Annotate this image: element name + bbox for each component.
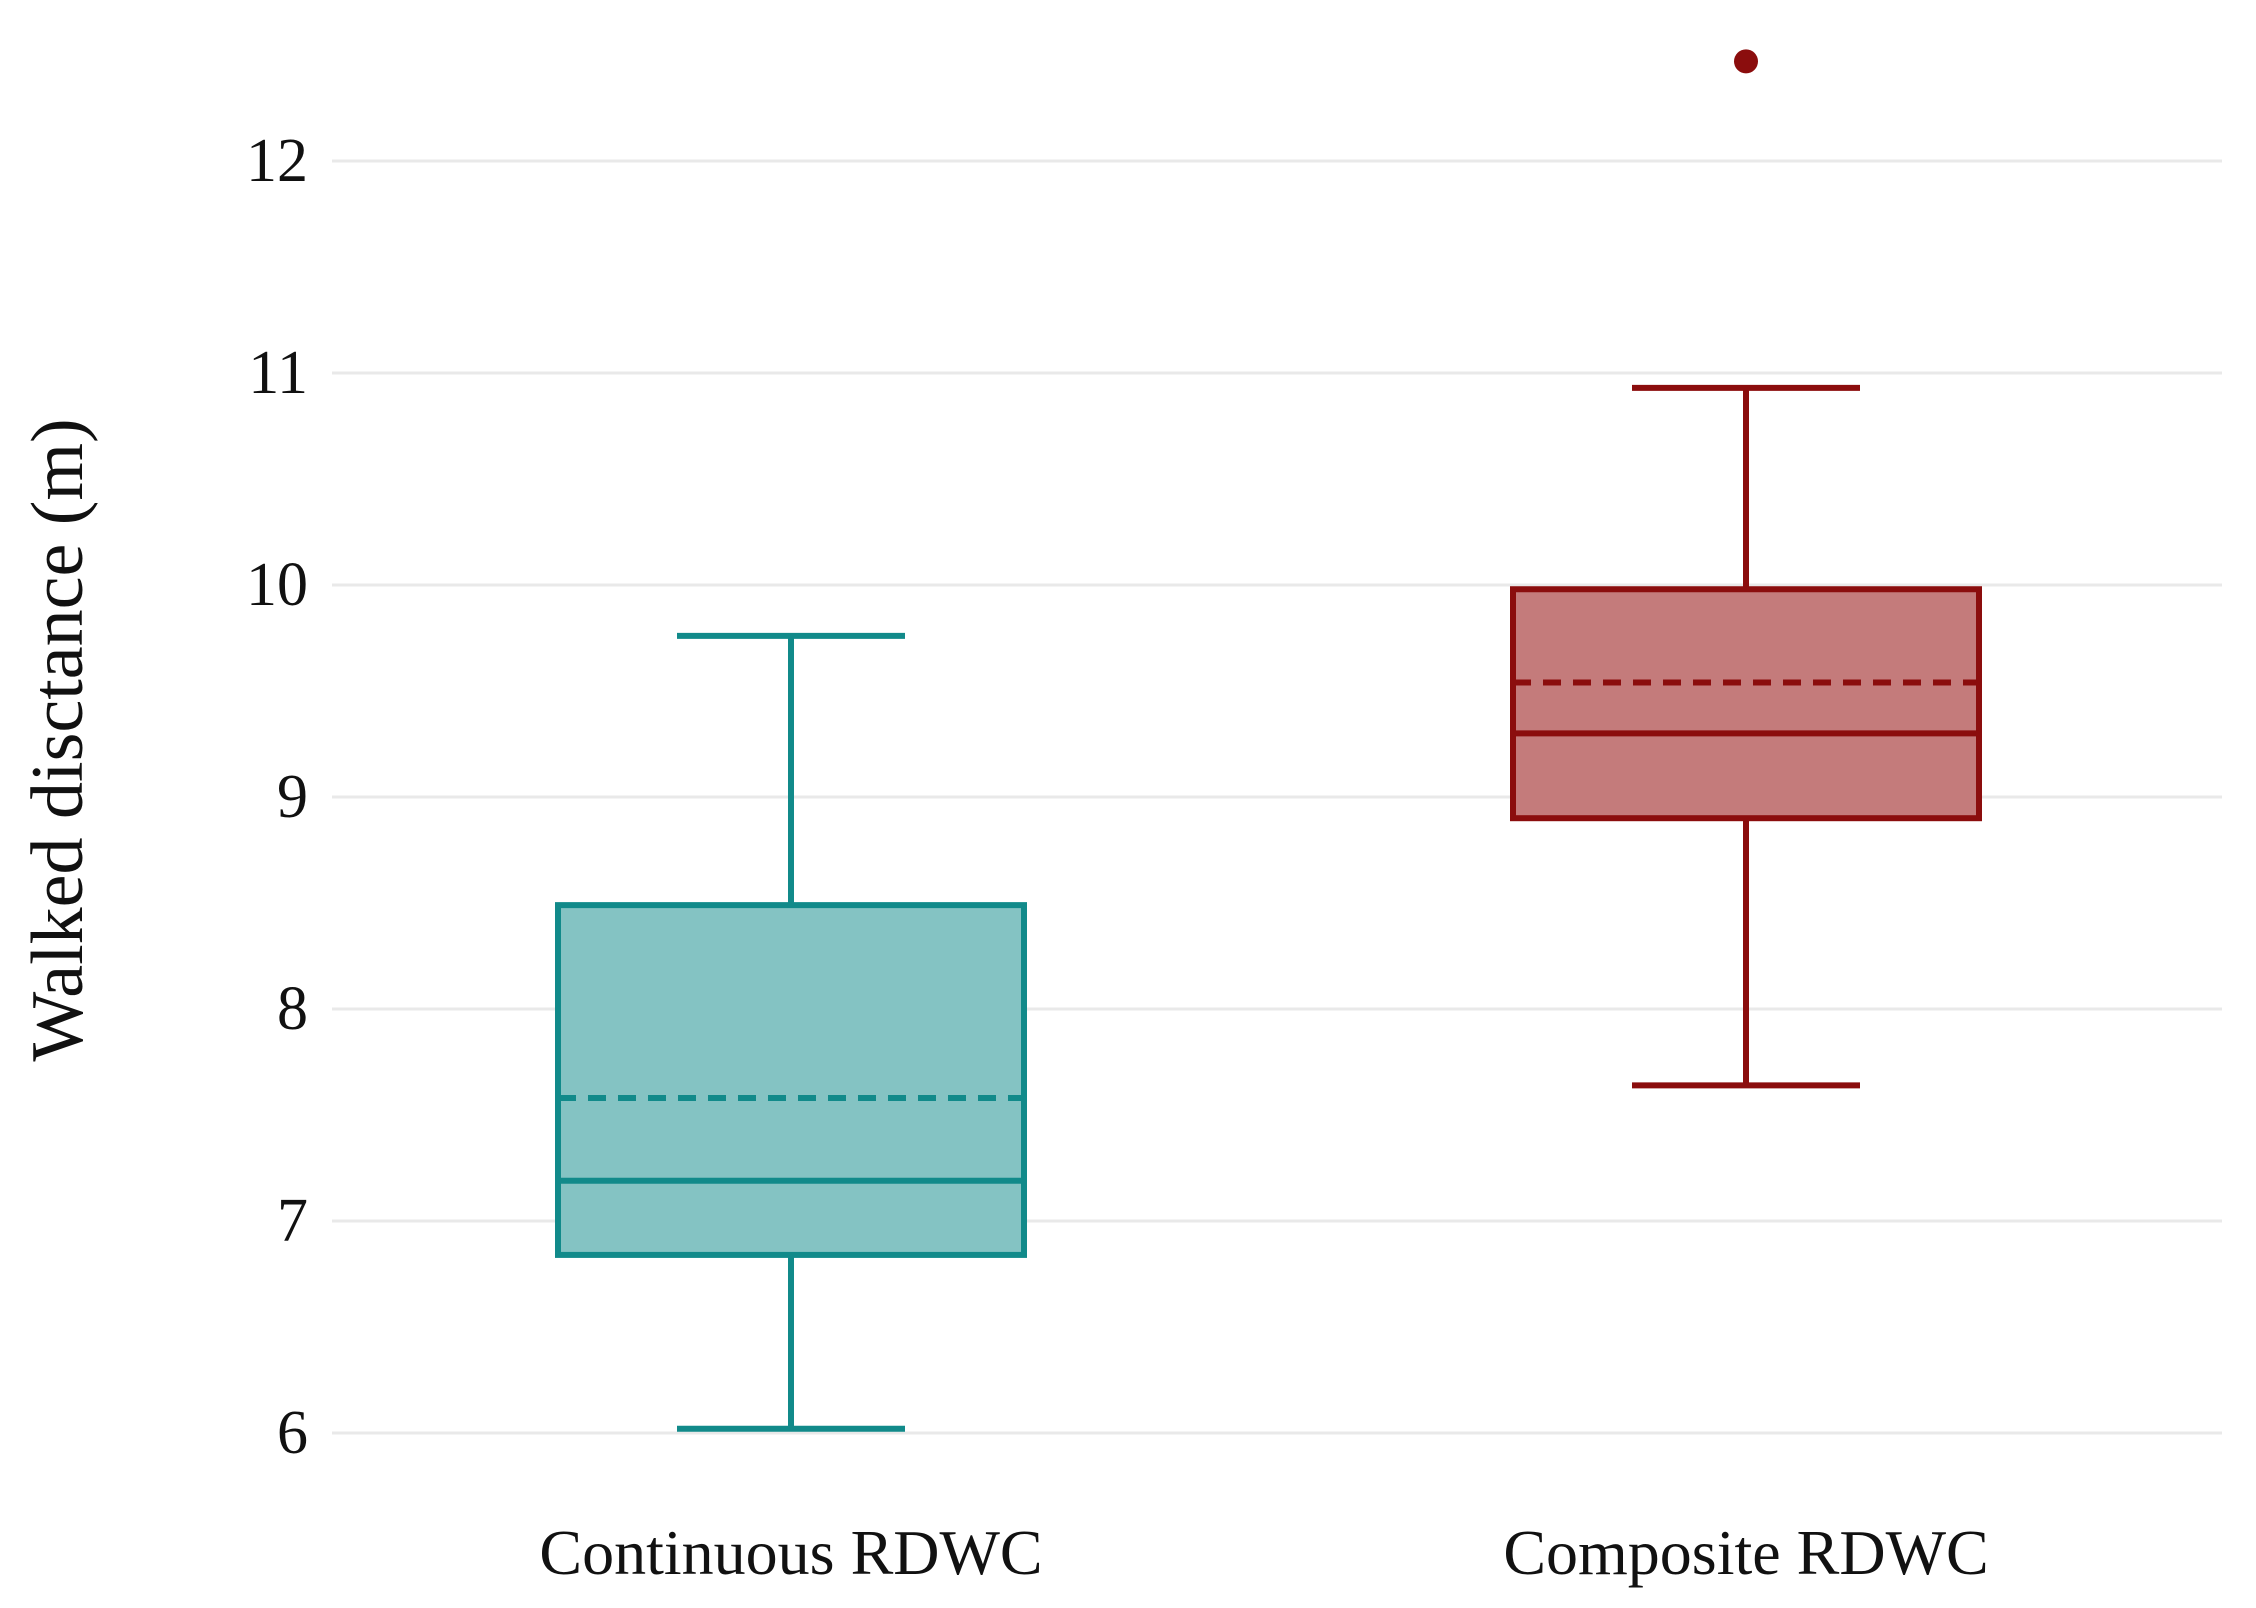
y-tick-label: 7 <box>277 1187 308 1255</box>
y-tick-label: 9 <box>277 763 308 831</box>
x-axis-categories: Continuous RDWC Composite RDWC <box>539 1517 1988 1588</box>
y-axis-ticks: 6 7 8 9 10 11 12 <box>246 127 308 1467</box>
y-tick-label: 11 <box>248 339 308 407</box>
x-category-label: Composite RDWC <box>1503 1517 1988 1588</box>
y-tick-label: 12 <box>246 127 308 195</box>
y-tick-label: 6 <box>277 1399 308 1467</box>
iqr-box <box>1510 586 1982 822</box>
y-axis-title: Walked disctance (m) <box>17 418 99 1061</box>
iqr-box <box>555 902 1027 1258</box>
x-category-label: Continuous RDWC <box>539 1517 1042 1588</box>
y-tick-label: 10 <box>246 551 308 619</box>
box-1 <box>1510 49 1982 1089</box>
y-tick-label: 8 <box>277 975 308 1043</box>
outlier-point <box>1734 49 1758 74</box>
box-0 <box>555 632 1027 1432</box>
boxes <box>555 49 1982 1432</box>
